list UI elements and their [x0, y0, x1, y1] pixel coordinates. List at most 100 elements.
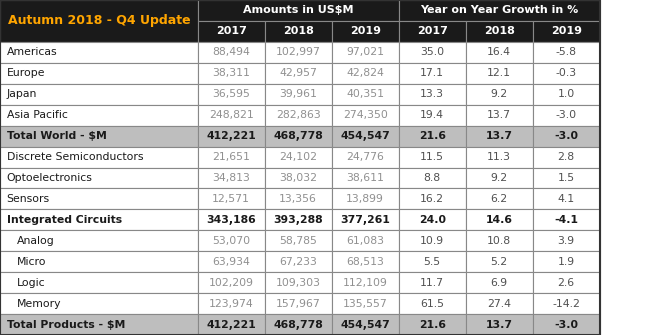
Bar	[198, 272, 265, 293]
Text: 2.8: 2.8	[557, 152, 575, 162]
Bar	[265, 42, 332, 63]
Bar	[265, 188, 332, 209]
Bar	[0, 168, 198, 188]
Text: 468,778: 468,778	[273, 320, 323, 330]
Text: Asia Pacific: Asia Pacific	[7, 110, 68, 120]
Text: 16.4: 16.4	[487, 47, 511, 57]
Bar	[0, 63, 198, 84]
Bar	[533, 126, 600, 147]
Bar	[399, 209, 466, 230]
Text: Optoelectronics: Optoelectronics	[7, 173, 92, 183]
Text: 16.2: 16.2	[420, 194, 444, 204]
Bar	[466, 126, 533, 147]
Text: -14.2: -14.2	[552, 298, 580, 309]
Text: 6.2: 6.2	[490, 194, 508, 204]
Text: 109,303: 109,303	[275, 278, 321, 288]
Bar	[399, 272, 466, 293]
Text: 88,494: 88,494	[212, 47, 250, 57]
Text: 9.2: 9.2	[490, 89, 508, 99]
Bar	[466, 314, 533, 335]
Bar	[0, 293, 198, 314]
Bar	[332, 21, 399, 42]
Text: 1.9: 1.9	[557, 257, 575, 267]
Bar	[0, 230, 198, 251]
Bar	[0, 188, 198, 209]
Bar	[198, 147, 265, 168]
Text: Japan: Japan	[7, 89, 37, 99]
Text: 24.0: 24.0	[419, 215, 446, 225]
Bar	[399, 188, 466, 209]
Text: 13.3: 13.3	[420, 89, 444, 99]
Text: 24,102: 24,102	[279, 152, 317, 162]
Bar	[198, 84, 265, 105]
Bar	[332, 84, 399, 105]
Text: 11.3: 11.3	[487, 152, 511, 162]
Text: 248,821: 248,821	[209, 110, 253, 120]
Text: Micro: Micro	[17, 257, 46, 267]
Text: 5.5: 5.5	[423, 257, 441, 267]
Bar	[198, 251, 265, 272]
Bar	[466, 188, 533, 209]
Text: 8.8: 8.8	[423, 173, 441, 183]
Bar	[533, 147, 600, 168]
Text: 13,356: 13,356	[279, 194, 317, 204]
Text: 21,651: 21,651	[212, 152, 250, 162]
Bar	[0, 126, 198, 147]
Bar	[332, 272, 399, 293]
Bar	[332, 251, 399, 272]
Text: 42,957: 42,957	[279, 68, 317, 78]
Bar	[198, 230, 265, 251]
Bar	[466, 230, 533, 251]
Bar	[466, 21, 533, 42]
Bar	[332, 230, 399, 251]
Bar	[533, 105, 600, 126]
Bar	[399, 0, 600, 21]
Text: 35.0: 35.0	[420, 47, 444, 57]
Text: Logic: Logic	[17, 278, 46, 288]
Text: 10.9: 10.9	[420, 236, 444, 246]
Bar	[533, 209, 600, 230]
Bar	[265, 147, 332, 168]
Bar	[332, 126, 399, 147]
Text: 13,899: 13,899	[346, 194, 384, 204]
Text: 36,595: 36,595	[212, 89, 250, 99]
Bar	[466, 84, 533, 105]
Text: Americas: Americas	[7, 47, 58, 57]
Bar	[533, 293, 600, 314]
Text: 38,611: 38,611	[346, 173, 384, 183]
Bar	[0, 272, 198, 293]
Bar	[533, 84, 600, 105]
Bar	[466, 42, 533, 63]
Bar	[533, 314, 600, 335]
Bar	[466, 168, 533, 188]
Text: 13.7: 13.7	[487, 110, 511, 120]
Bar	[0, 0, 600, 335]
Text: 157,967: 157,967	[276, 298, 320, 309]
Bar	[466, 63, 533, 84]
Bar	[399, 168, 466, 188]
Bar	[265, 168, 332, 188]
Text: 38,311: 38,311	[212, 68, 250, 78]
Text: 12.1: 12.1	[487, 68, 511, 78]
Text: 6.9: 6.9	[490, 278, 508, 288]
Text: 68,513: 68,513	[346, 257, 384, 267]
Text: 343,186: 343,186	[206, 215, 256, 225]
Bar	[399, 21, 466, 42]
Text: 13.7: 13.7	[486, 131, 513, 141]
Text: Total World - $M: Total World - $M	[7, 131, 107, 141]
Text: 5.2: 5.2	[490, 257, 508, 267]
Text: Amounts in US$M: Amounts in US$M	[243, 5, 353, 15]
Bar	[265, 84, 332, 105]
Bar	[466, 272, 533, 293]
Text: 2018: 2018	[484, 26, 515, 37]
Bar	[265, 251, 332, 272]
Bar	[332, 188, 399, 209]
Text: Memory: Memory	[17, 298, 61, 309]
Bar	[466, 251, 533, 272]
Bar	[332, 168, 399, 188]
Text: 135,557: 135,557	[343, 298, 387, 309]
Text: 10.8: 10.8	[487, 236, 511, 246]
Bar	[332, 147, 399, 168]
Bar	[399, 251, 466, 272]
Text: Europe: Europe	[7, 68, 45, 78]
